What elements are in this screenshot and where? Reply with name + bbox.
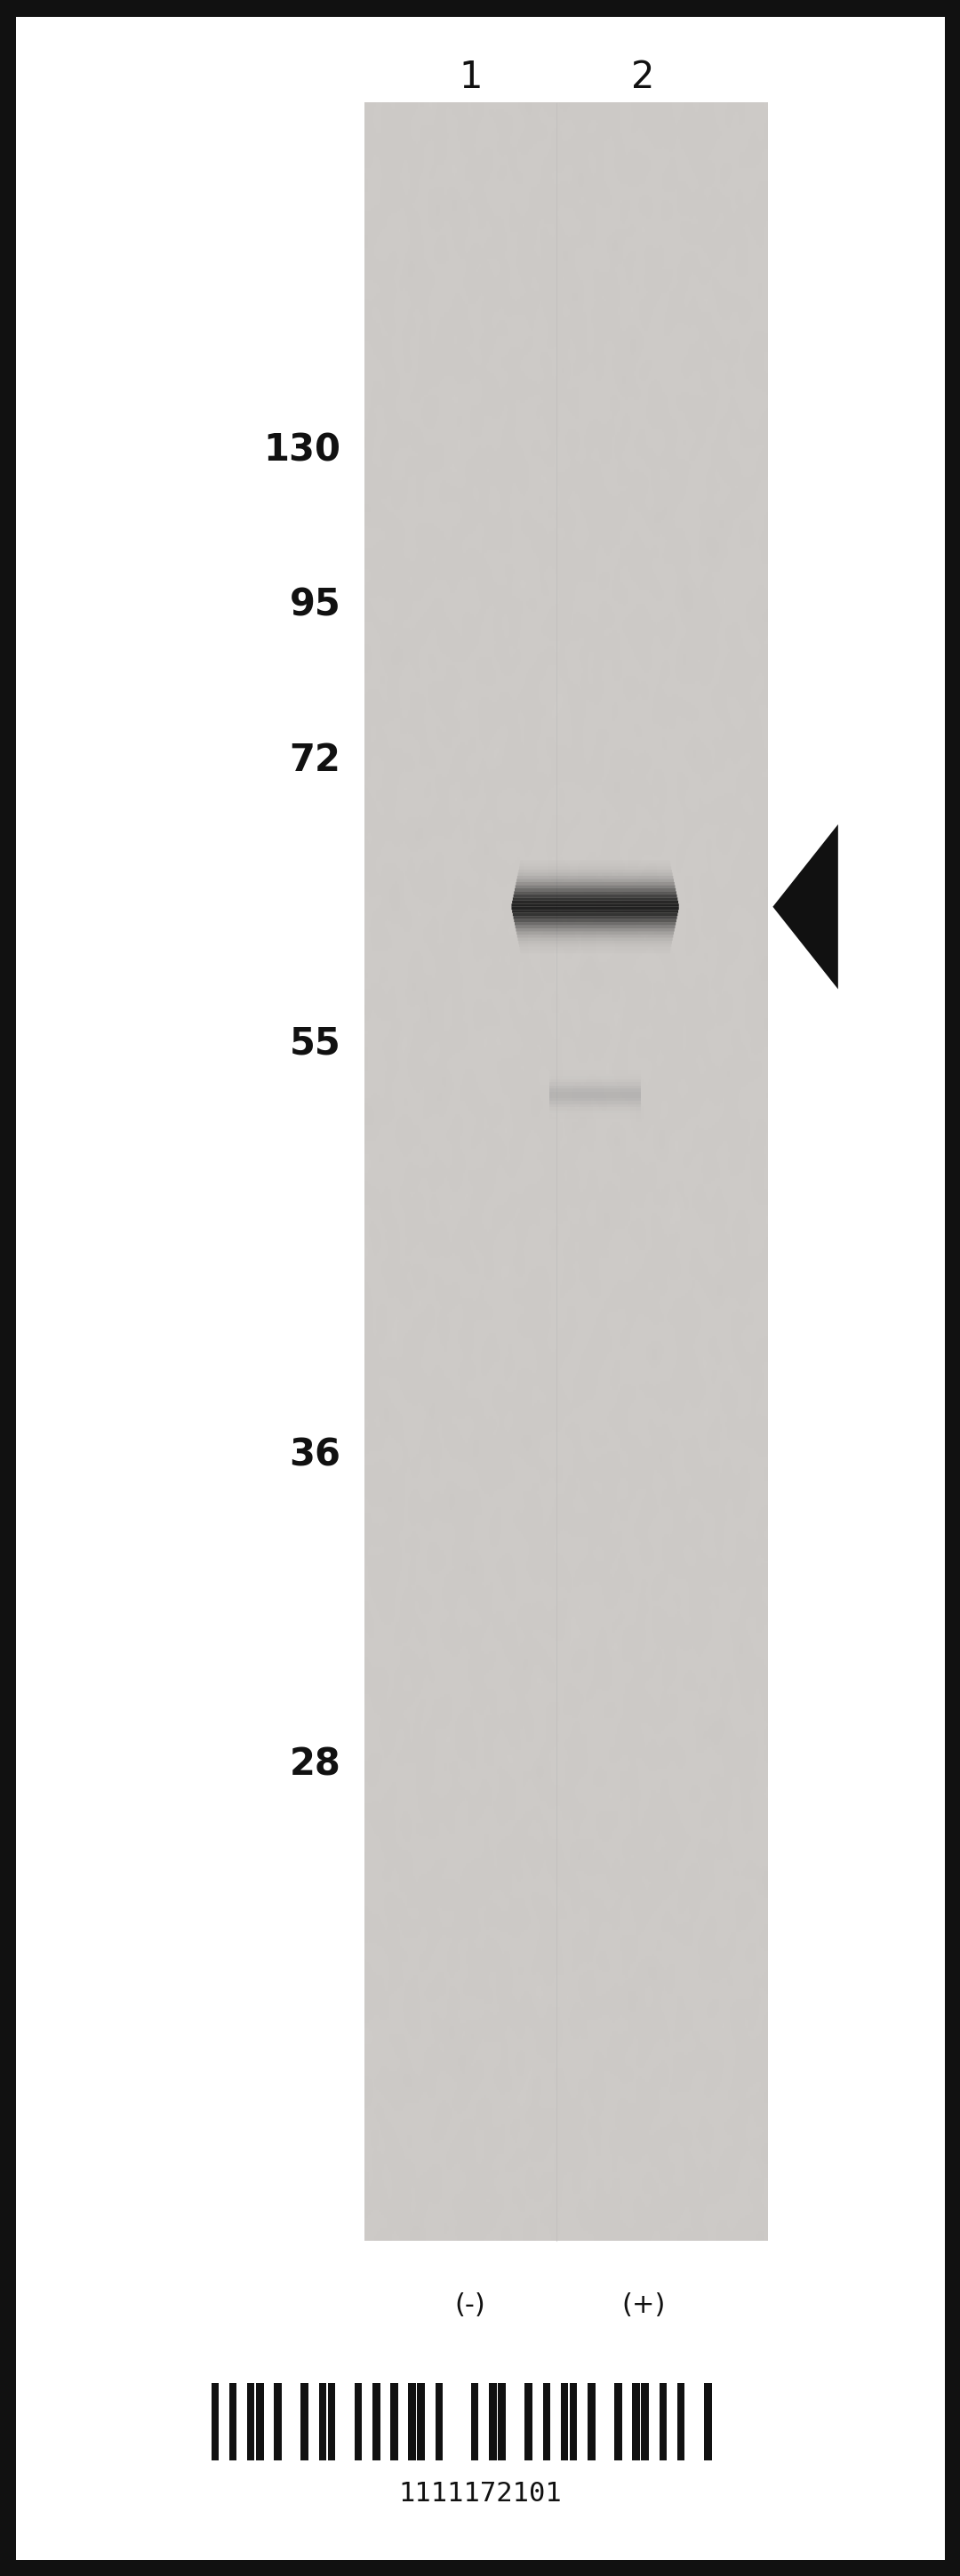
FancyBboxPatch shape [512, 909, 679, 912]
FancyBboxPatch shape [516, 927, 675, 933]
Bar [561, 2383, 568, 2460]
FancyBboxPatch shape [515, 922, 676, 925]
Bar [498, 2383, 506, 2460]
FancyBboxPatch shape [514, 917, 677, 920]
Bar [300, 2383, 308, 2460]
Bar [549, 1115, 640, 1121]
Bar [641, 2383, 649, 2460]
Bar [549, 1097, 640, 1100]
Bar [549, 1090, 640, 1092]
FancyBboxPatch shape [514, 920, 677, 922]
FancyBboxPatch shape [512, 907, 679, 909]
Bar [435, 2383, 443, 2460]
FancyBboxPatch shape [516, 878, 674, 881]
Bar [525, 2383, 533, 2460]
FancyBboxPatch shape [516, 881, 675, 886]
Bar [549, 1095, 640, 1097]
Bar [408, 2383, 416, 2460]
Text: (-): (-) [455, 2293, 486, 2318]
FancyBboxPatch shape [514, 894, 677, 896]
Bar [549, 1113, 640, 1115]
FancyBboxPatch shape [514, 891, 677, 894]
Bar [549, 1100, 640, 1105]
Bar [660, 2383, 667, 2460]
FancyBboxPatch shape [518, 871, 672, 873]
Bar [354, 2383, 362, 2460]
Bar [489, 2383, 496, 2460]
Bar [471, 2383, 479, 2460]
Bar [549, 1077, 640, 1079]
Bar [549, 1108, 640, 1110]
Bar [229, 2383, 237, 2460]
FancyBboxPatch shape [513, 896, 678, 902]
Bar [247, 2383, 254, 2460]
Bar [391, 2383, 398, 2460]
Text: 95: 95 [290, 587, 341, 623]
FancyBboxPatch shape [517, 935, 673, 938]
FancyBboxPatch shape [517, 876, 673, 878]
Polygon shape [773, 824, 838, 989]
Bar [549, 1110, 640, 1113]
FancyBboxPatch shape [516, 886, 675, 889]
Text: 130: 130 [263, 433, 341, 469]
Bar [549, 1084, 640, 1090]
FancyBboxPatch shape [516, 925, 675, 927]
Text: 55: 55 [290, 1025, 341, 1061]
Text: 36: 36 [289, 1437, 341, 1473]
Bar [542, 2383, 550, 2460]
Bar [372, 2383, 380, 2460]
FancyBboxPatch shape [516, 933, 674, 935]
FancyBboxPatch shape [513, 912, 678, 917]
Bar [549, 1074, 640, 1077]
Bar [588, 2383, 595, 2460]
Text: 72: 72 [289, 742, 341, 778]
Bar [677, 2383, 684, 2460]
Bar [549, 1082, 640, 1084]
Bar [327, 2383, 335, 2460]
Bar [549, 1069, 640, 1074]
Bar [274, 2383, 281, 2460]
Bar [211, 2383, 219, 2460]
Bar [549, 1092, 640, 1095]
Bar [319, 2383, 326, 2460]
FancyBboxPatch shape [512, 904, 679, 907]
Text: 1111172101: 1111172101 [398, 2481, 562, 2506]
Text: 2: 2 [632, 59, 655, 95]
Bar [704, 2383, 711, 2460]
Bar [256, 2383, 264, 2460]
Bar [614, 2383, 622, 2460]
Bar [549, 1079, 640, 1082]
Bar [569, 2383, 577, 2460]
Text: 28: 28 [289, 1747, 341, 1783]
FancyBboxPatch shape [517, 873, 673, 876]
Bar [418, 2383, 425, 2460]
Bar [549, 1105, 640, 1108]
Text: 1: 1 [459, 59, 482, 95]
FancyBboxPatch shape [512, 902, 679, 904]
FancyBboxPatch shape [517, 938, 673, 940]
FancyBboxPatch shape [518, 940, 672, 943]
Text: (+): (+) [621, 2293, 665, 2318]
FancyBboxPatch shape [515, 889, 676, 891]
Bar [633, 2383, 640, 2460]
